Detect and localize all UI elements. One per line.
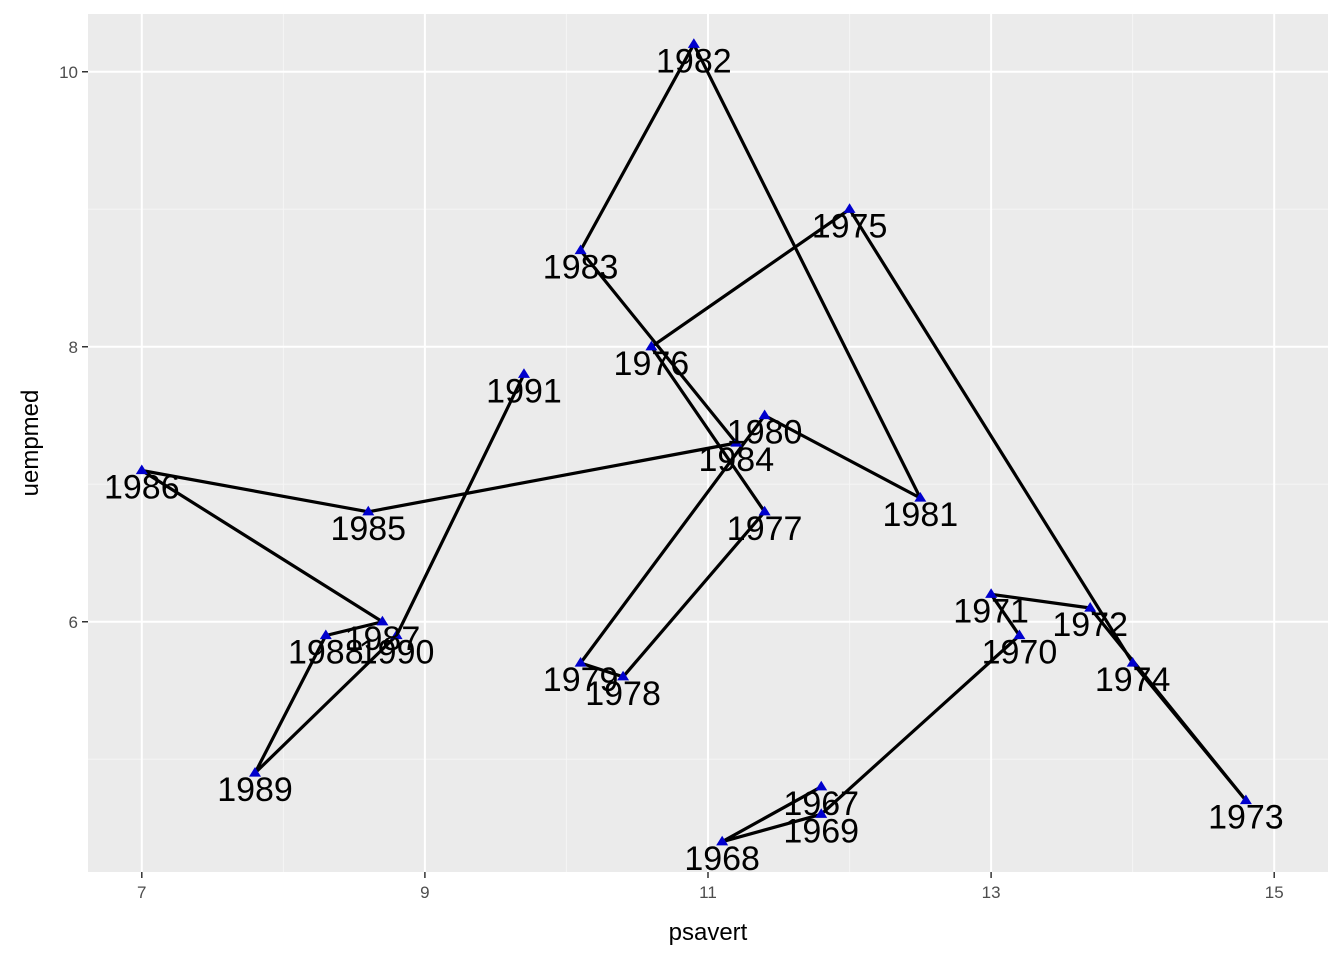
point-label-1991: 1991 bbox=[486, 372, 562, 410]
data-point-1983 bbox=[574, 244, 587, 255]
point-label-1979: 1979 bbox=[543, 661, 619, 699]
point-label-1974: 1974 bbox=[1095, 661, 1171, 699]
point-label-1989: 1989 bbox=[217, 771, 293, 809]
point-label-1990: 1990 bbox=[359, 634, 435, 672]
data-point-1988 bbox=[319, 629, 332, 640]
data-point-1984 bbox=[730, 437, 743, 447]
point-label-1982: 1982 bbox=[656, 42, 732, 80]
point-label-1977: 1977 bbox=[727, 510, 803, 548]
data-point-1976 bbox=[645, 340, 658, 351]
y-axis-title: uempmed bbox=[17, 390, 44, 497]
data-point-1986 bbox=[135, 464, 148, 475]
point-label-1988: 1988 bbox=[288, 634, 364, 672]
point-label-1975: 1975 bbox=[812, 207, 888, 245]
point-label-1972: 1972 bbox=[1052, 606, 1128, 644]
x-tick-label: 9 bbox=[420, 883, 429, 902]
x-tick-label: 15 bbox=[1265, 883, 1284, 902]
data-point-1975 bbox=[843, 203, 856, 213]
data-point-1991 bbox=[517, 368, 530, 378]
x-tick-label: 13 bbox=[982, 883, 1001, 902]
y-tick-label: 6 bbox=[69, 613, 78, 632]
data-point-1967 bbox=[815, 780, 828, 791]
point-label-1969: 1969 bbox=[783, 812, 859, 850]
x-tick-label: 11 bbox=[699, 883, 717, 902]
x-tick-label: 7 bbox=[137, 883, 146, 902]
data-point-1985 bbox=[362, 505, 375, 516]
data-point-1982 bbox=[687, 38, 700, 48]
point-label-1968: 1968 bbox=[684, 840, 760, 878]
point-label-1985: 1985 bbox=[330, 510, 406, 548]
data-points bbox=[135, 38, 1252, 846]
point-labels: 1967 1968 1969 1970 1971 1972 1973 1974 1975 1976… bbox=[104, 42, 1284, 878]
y-tick-label: 10 bbox=[59, 63, 78, 82]
data-point-1972 bbox=[1084, 602, 1097, 612]
data-point-1978 bbox=[617, 670, 630, 681]
data-point-1980 bbox=[758, 409, 771, 420]
point-label-1981: 1981 bbox=[883, 496, 959, 534]
point-label-1987: 1987 bbox=[345, 620, 421, 658]
x-axis-ticks: 7 9 11 13 15 bbox=[137, 872, 1284, 902]
data-point-1973 bbox=[1239, 794, 1252, 805]
data-point-1970 bbox=[1013, 629, 1026, 640]
data-point-1979 bbox=[574, 657, 587, 667]
y-tick-label: 8 bbox=[69, 338, 78, 357]
data-point-1987 bbox=[376, 615, 389, 626]
point-label-1983: 1983 bbox=[543, 249, 619, 287]
y-axis-ticks: 6 8 10 bbox=[59, 63, 88, 632]
data-point-1971 bbox=[985, 588, 998, 598]
data-point-1989 bbox=[249, 767, 262, 777]
data-point-1981 bbox=[914, 492, 927, 502]
x-axis-title: psavert bbox=[669, 919, 748, 946]
point-label-1976: 1976 bbox=[614, 345, 690, 383]
data-point-1990 bbox=[390, 629, 403, 640]
point-label-1980: 1980 bbox=[727, 414, 803, 452]
data-point-1968 bbox=[716, 835, 729, 846]
point-label-1970: 1970 bbox=[982, 634, 1058, 672]
data-point-1969 bbox=[815, 808, 828, 818]
point-label-1986: 1986 bbox=[104, 469, 180, 507]
data-point-1977 bbox=[758, 505, 771, 516]
point-label-1984: 1984 bbox=[698, 441, 774, 479]
point-label-1973: 1973 bbox=[1208, 799, 1284, 837]
data-point-1974 bbox=[1126, 657, 1139, 667]
point-label-1967: 1967 bbox=[783, 785, 859, 823]
point-label-1978: 1978 bbox=[585, 675, 661, 713]
point-label-1971: 1971 bbox=[953, 592, 1029, 630]
